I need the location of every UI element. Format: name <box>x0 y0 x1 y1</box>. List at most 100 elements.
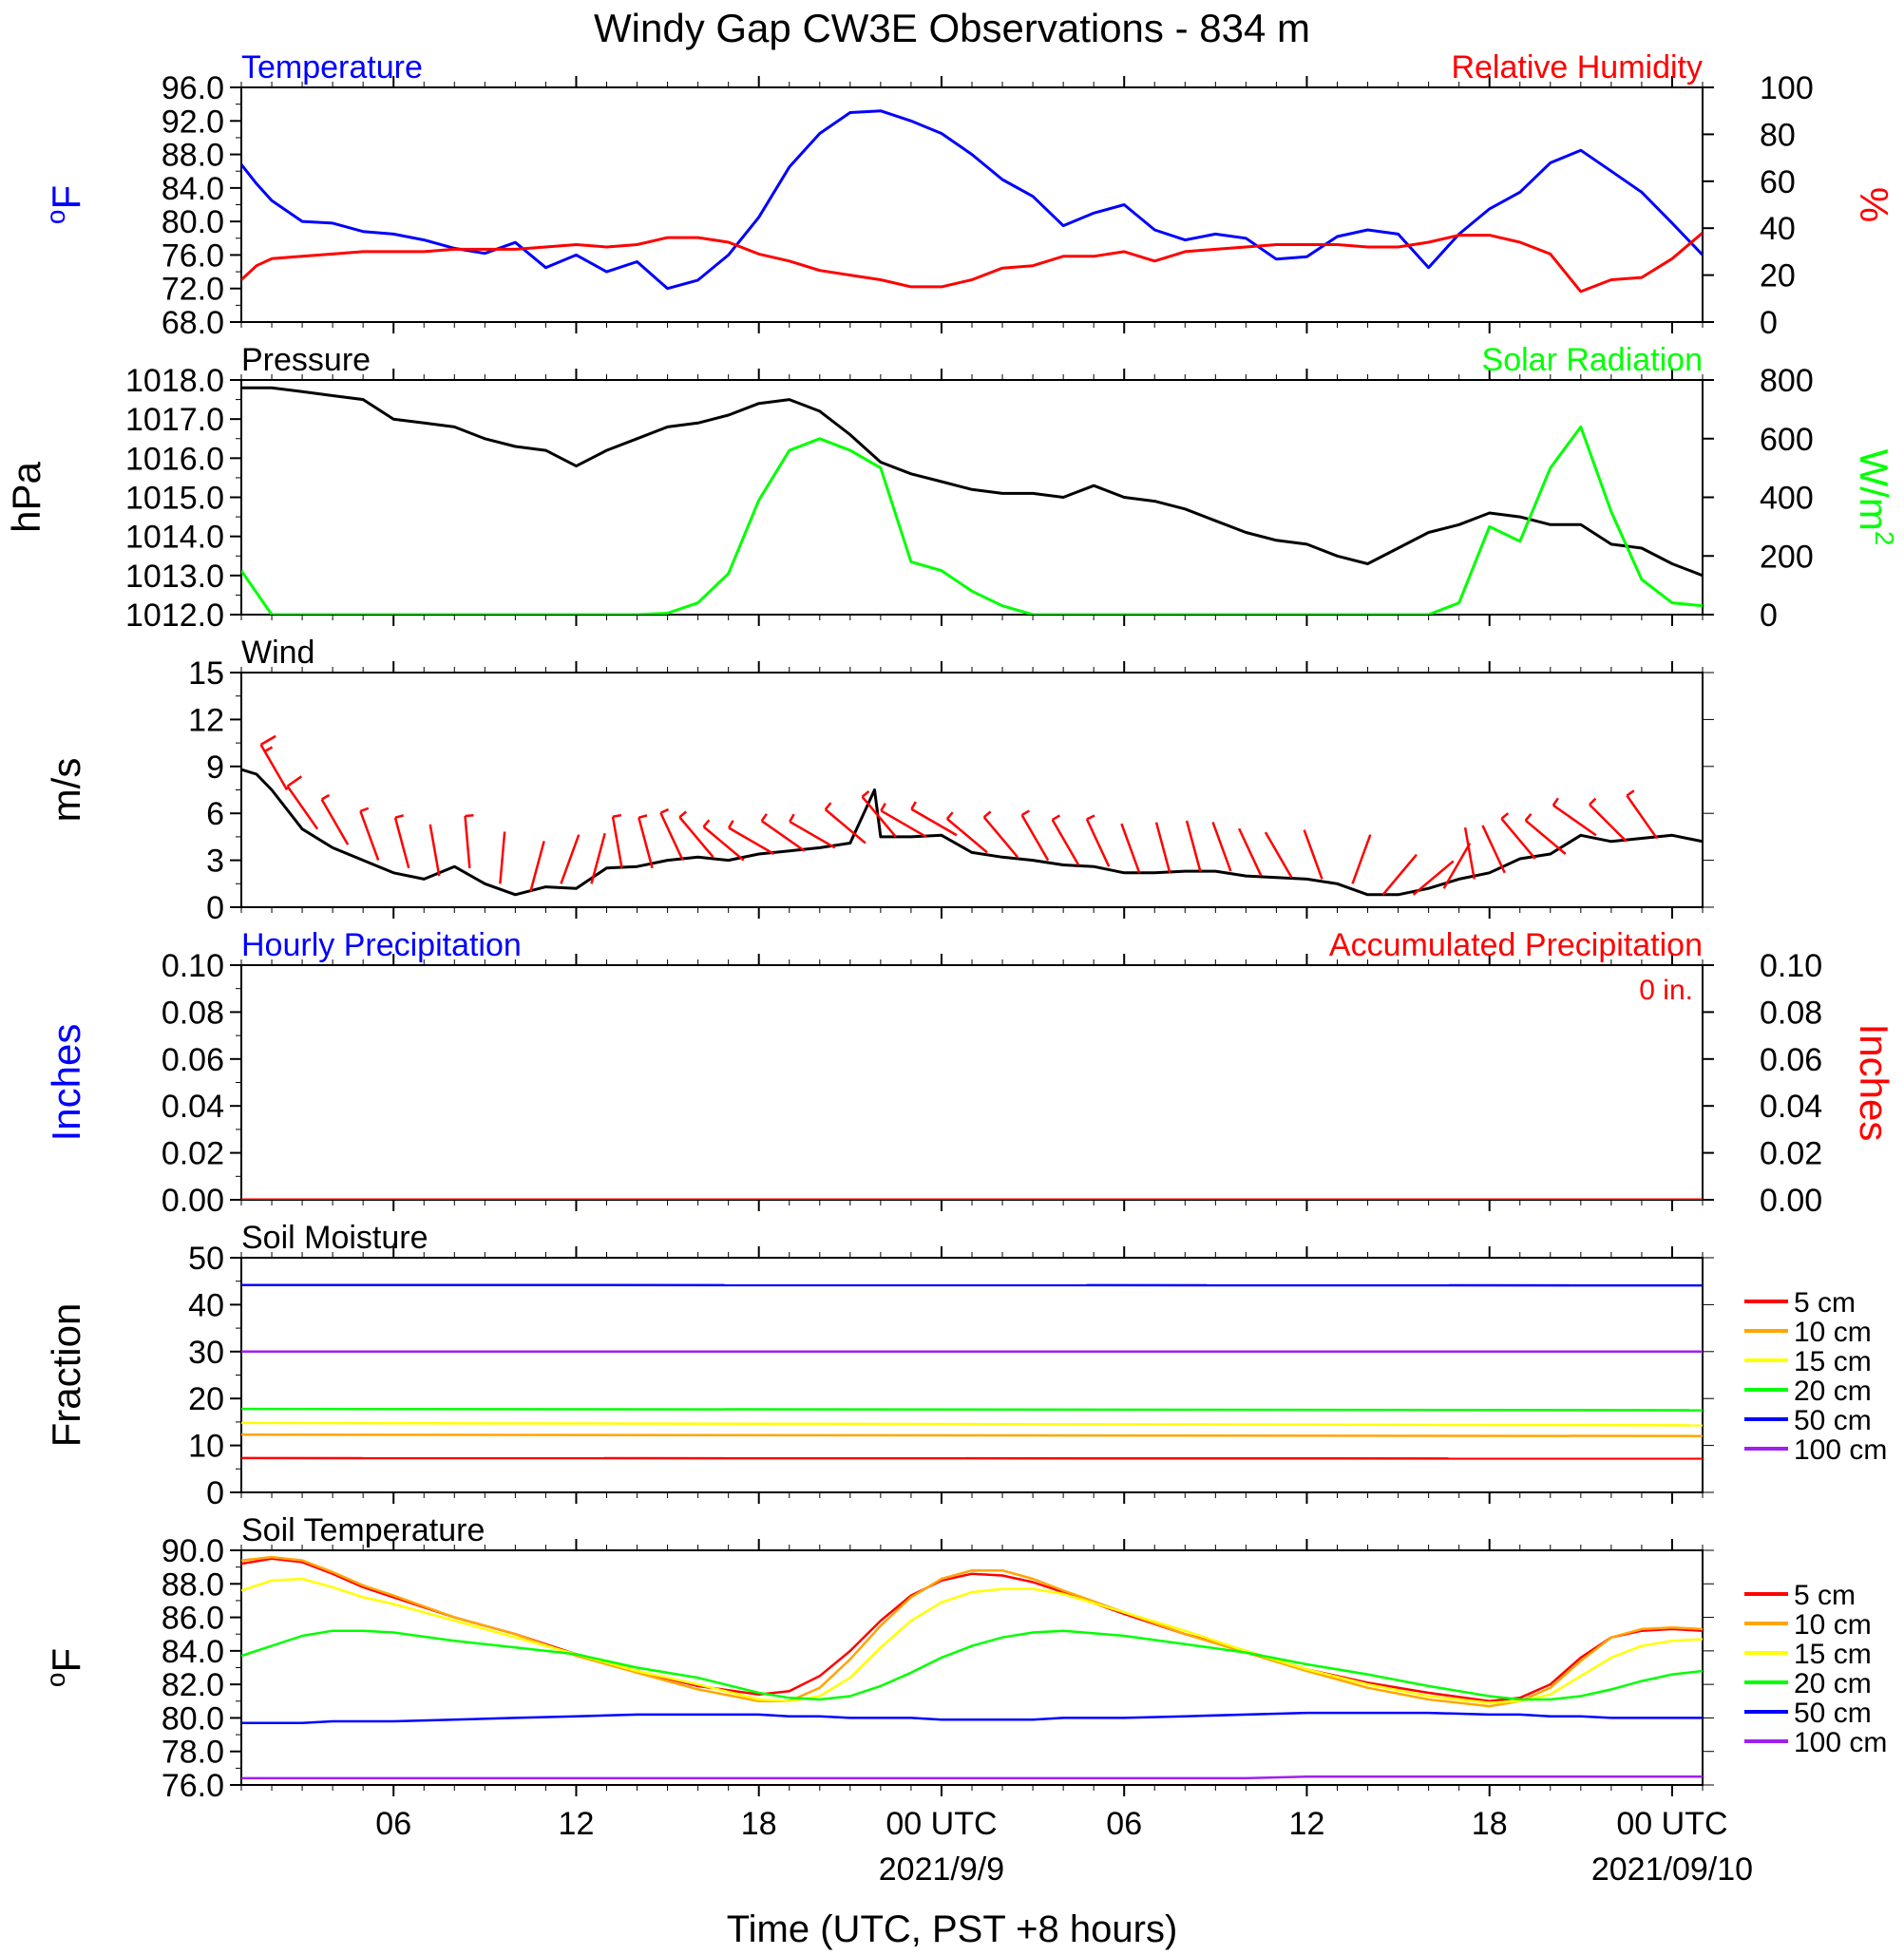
series-line-10-cm <box>241 1433 1703 1437</box>
wind-barb <box>1381 853 1418 896</box>
y-axis-label-left: hPa <box>4 461 48 532</box>
y-tick-label-left: 50 <box>188 1241 224 1277</box>
legend-label: 10 cm <box>1794 1317 1872 1348</box>
x-axis-label: Time (UTC, PST +8 hours) <box>727 1908 1178 1950</box>
wind-barb <box>1463 826 1476 880</box>
y-axis-label-right: W/m2 <box>1852 449 1899 546</box>
y-tick-label-right: 0.08 <box>1760 995 1822 1031</box>
plot-frame <box>240 672 1704 908</box>
x-date-label: 2021/9/9 <box>879 1851 1004 1888</box>
y-tick-label-left: 9 <box>206 750 224 786</box>
wind-barb <box>286 775 319 830</box>
y-tick-label-left: 76.0 <box>162 237 224 274</box>
legend-label: 5 cm <box>1794 1287 1856 1319</box>
panel-title-right: Accumulated Precipitation <box>1329 927 1703 963</box>
wind-barb <box>1051 814 1080 866</box>
x-axis: 06 12 18 00 UTC 06 12 18 00 UTC 2021/9/9 2021/09/… <box>375 1806 1753 1888</box>
x-tick-label: 00 UTC <box>885 1806 997 1842</box>
y-tick-label-left: 0.08 <box>162 995 224 1031</box>
wind-barb <box>259 734 289 791</box>
y-tick-label-left: 1014.0 <box>125 520 224 556</box>
wind-barb <box>1552 797 1597 837</box>
y-tick-label-right: 40 <box>1760 211 1796 247</box>
y-tick-label-left: 82.0 <box>162 1667 224 1703</box>
y-tick-label-left: 30 <box>188 1335 224 1371</box>
y-axis-label-left: oF <box>41 1648 88 1687</box>
y-axis-label-left: m/s <box>44 758 88 823</box>
panel-precip: 0.00 0.02 0.04 0.06 0.08 0.10 0.00 0.02 0.04 0.06… <box>44 927 1896 1219</box>
y-tick-label-left: 0.06 <box>162 1042 224 1078</box>
wind-barb <box>560 834 581 884</box>
panel-wind: 0 3 6 9 12 15 Wind m/s <box>44 635 1714 926</box>
panel-title-left: Soil Moisture <box>241 1220 428 1256</box>
wind-barb <box>359 807 380 862</box>
wind-barb <box>1185 820 1202 872</box>
panel-title-left: Soil Temperature <box>241 1512 485 1548</box>
wind-barb <box>428 824 441 877</box>
y-tick-label-right: 0 <box>1760 305 1778 341</box>
y-tick-label-right: 80 <box>1760 117 1796 153</box>
y-tick-label-right: 20 <box>1760 258 1796 294</box>
x-date-label: 2021/09/10 <box>1591 1851 1753 1888</box>
panel-title-left: Hourly Precipitation <box>241 927 522 963</box>
y-tick-label-left: 0.02 <box>162 1136 224 1172</box>
y-tick-label-left: 1013.0 <box>125 559 224 595</box>
series-line-pressure <box>241 386 1703 578</box>
x-tick-label: 06 <box>1106 1806 1142 1842</box>
y-tick-label-right: 0.00 <box>1760 1183 1822 1219</box>
plot-frame <box>240 1549 1704 1786</box>
y-tick-label-left: 6 <box>206 796 224 832</box>
wind-barb <box>789 813 836 849</box>
y-axis-label-left: Fraction <box>44 1303 88 1448</box>
y-tick-label-left: 1018.0 <box>125 363 224 399</box>
y-tick-label-right: 600 <box>1760 422 1814 458</box>
legend-label: 100 cm <box>1794 1727 1887 1758</box>
x-tick-label: 06 <box>375 1806 411 1842</box>
y-tick-label-right: 0.06 <box>1760 1042 1822 1078</box>
wind-barb <box>638 814 654 869</box>
y-tick-label-right: 0.04 <box>1760 1089 1822 1125</box>
panel-title-right: Relative Humidity <box>1451 49 1703 85</box>
wind-barb <box>529 841 545 892</box>
wind-barb <box>393 814 410 869</box>
series-line-100-cm <box>241 1775 1703 1780</box>
legend-label: 100 cm <box>1794 1434 1887 1466</box>
y-axis-label-left: Inches <box>44 1024 88 1142</box>
wind-barb <box>1120 823 1141 874</box>
wind-barb <box>728 820 775 856</box>
panel-temp_rh: 68.072.076.080.084.088.092.096.0 0 20 40 60 8… <box>41 49 1896 341</box>
wind-barb <box>1412 860 1455 896</box>
y-tick-label-left: 1015.0 <box>125 481 224 517</box>
y-tick-label-left: 86.0 <box>162 1601 224 1637</box>
wind-barb <box>982 810 1019 859</box>
x-tick-label: 00 UTC <box>1616 1806 1727 1842</box>
series-line-relative-humidity <box>241 231 1703 294</box>
plot-frame <box>240 379 1704 616</box>
series-line-10-cm <box>241 1555 1703 1708</box>
wind-barb <box>702 819 745 862</box>
y-axis-label-right: Inches <box>1852 1024 1896 1142</box>
series-line-wind-speed <box>241 768 1703 897</box>
y-tick-label-left: 84.0 <box>162 1634 224 1670</box>
wind-barb <box>861 790 897 838</box>
figure-title: Windy Gap CW3E Observations - 834 m <box>594 6 1310 50</box>
y-tick-label-left: 80.0 <box>162 1700 224 1737</box>
series-line-50-cm <box>241 1711 1703 1724</box>
y-tick-label-left: 90.0 <box>162 1533 224 1569</box>
x-tick-label: 18 <box>1472 1806 1508 1842</box>
y-tick-label-left: 78.0 <box>162 1735 224 1771</box>
wind-barb <box>320 793 350 845</box>
wind-barb <box>1500 812 1536 860</box>
wind-barb <box>1020 809 1050 862</box>
plot-frame <box>240 86 1704 323</box>
legend-label: 5 cm <box>1794 1580 1856 1611</box>
x-tick-label: 12 <box>559 1806 595 1842</box>
y-tick-label-left: 0.00 <box>162 1183 224 1219</box>
wind-barb <box>590 832 606 884</box>
wind-barb <box>1085 814 1111 867</box>
y-tick-label-left: 1012.0 <box>125 598 224 634</box>
y-tick-label-left: 1016.0 <box>125 441 224 477</box>
y-tick-label-left: 1017.0 <box>125 402 224 438</box>
